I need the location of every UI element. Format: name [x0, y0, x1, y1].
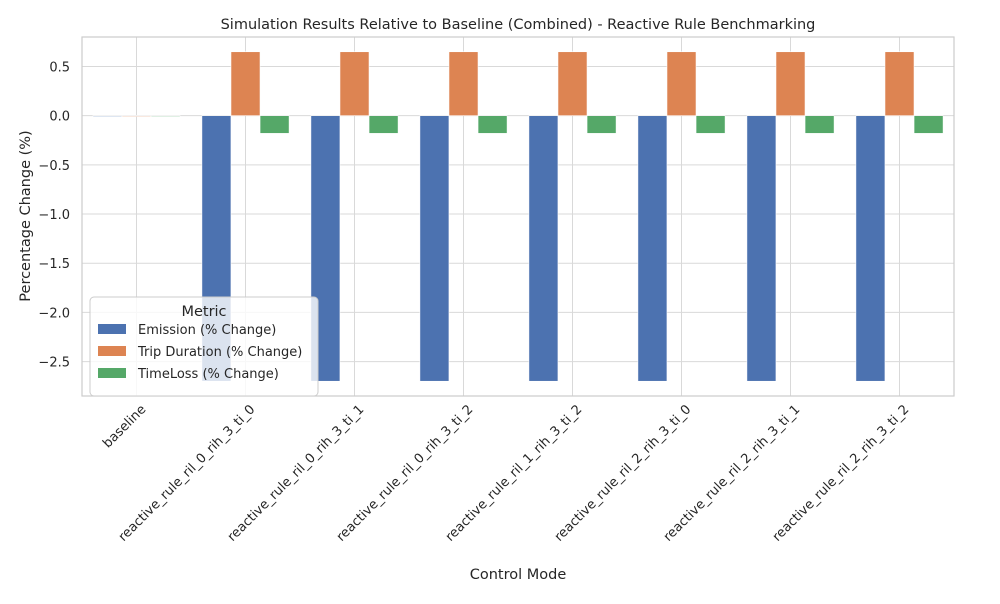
- bar: [746, 115, 777, 382]
- legend-swatch: [98, 346, 126, 356]
- y-tick-label: −0.5: [38, 159, 70, 174]
- y-tick-label: 0.5: [49, 61, 70, 76]
- legend-title: Metric: [181, 304, 226, 320]
- x-tick-label: baseline: [100, 402, 149, 451]
- legend-label: Emission (% Change): [138, 323, 276, 338]
- plot-frame: [81, 36, 955, 397]
- x-tick-labels: baselinereactive_rule_ril_0_rih_3_ti_0re…: [100, 402, 912, 545]
- y-tick-label: −1.0: [38, 208, 70, 223]
- bar: [150, 115, 181, 117]
- bar: [557, 51, 588, 116]
- bar: [855, 115, 886, 382]
- bar: [92, 115, 123, 117]
- legend-box: [89, 296, 319, 397]
- bar: [528, 115, 559, 382]
- y-tick-label: −2.5: [38, 356, 70, 371]
- bar: [666, 51, 697, 116]
- bar: [259, 115, 290, 134]
- chart-title: Simulation Results Relative to Baseline …: [221, 17, 816, 33]
- legend-label: TimeLoss (% Change): [137, 367, 279, 382]
- bar: [913, 115, 944, 134]
- legend: Metric Emission (% Change) Trip Duration …: [89, 296, 319, 397]
- bar: [121, 115, 152, 117]
- legend-swatch: [98, 324, 126, 334]
- bar: [637, 115, 668, 382]
- y-axis-label: Percentage Change (%): [18, 130, 34, 301]
- bar: [477, 115, 508, 134]
- y-tick-labels: 0.5 0.0 −0.5 −1.0 −1.5 −2.0 −2.5: [38, 61, 70, 371]
- bar: [586, 115, 617, 134]
- legend-label: Trip Duration (% Change): [137, 345, 302, 360]
- y-tick-label: −2.0: [38, 306, 70, 321]
- bar: [419, 115, 450, 382]
- bar: [884, 51, 915, 116]
- bar: [230, 51, 261, 116]
- y-tick-label: −1.5: [38, 257, 70, 272]
- bar: [448, 51, 479, 116]
- bar: [804, 115, 835, 134]
- bar: [775, 51, 806, 116]
- legend-swatch: [98, 368, 126, 378]
- y-tick-label: 0.0: [49, 110, 70, 125]
- bar: [339, 51, 370, 116]
- x-axis-label: Control Mode: [470, 567, 567, 583]
- bar: [695, 115, 726, 134]
- bar: [368, 115, 399, 134]
